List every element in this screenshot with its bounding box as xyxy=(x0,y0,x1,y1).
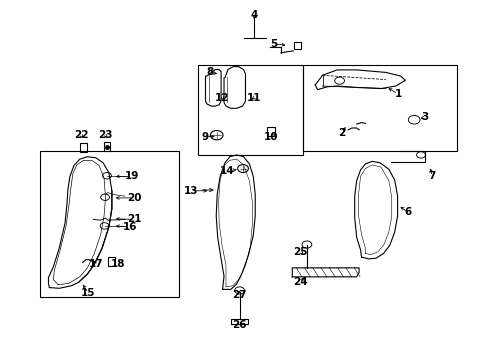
Text: 4: 4 xyxy=(250,10,257,20)
Text: 17: 17 xyxy=(88,259,103,269)
Text: 21: 21 xyxy=(127,215,142,224)
Text: 11: 11 xyxy=(246,93,261,103)
Text: 20: 20 xyxy=(127,193,142,203)
Text: 6: 6 xyxy=(404,207,410,217)
Text: 10: 10 xyxy=(264,132,278,142)
Text: 26: 26 xyxy=(232,320,246,330)
Text: 25: 25 xyxy=(293,247,307,257)
Text: 3: 3 xyxy=(421,112,427,122)
Text: 5: 5 xyxy=(269,39,277,49)
Text: 9: 9 xyxy=(202,132,209,142)
Bar xyxy=(293,41,300,49)
Text: 18: 18 xyxy=(110,259,125,269)
Text: 15: 15 xyxy=(81,288,96,298)
Text: 12: 12 xyxy=(215,93,229,103)
Text: 23: 23 xyxy=(98,130,113,140)
Text: 13: 13 xyxy=(183,186,198,196)
Bar xyxy=(40,151,178,297)
Bar xyxy=(80,143,86,152)
Text: 2: 2 xyxy=(338,129,345,138)
Bar xyxy=(108,257,115,266)
Bar xyxy=(103,142,110,151)
Text: 16: 16 xyxy=(122,222,137,231)
Text: 19: 19 xyxy=(125,171,139,181)
Text: 27: 27 xyxy=(232,290,246,300)
Text: 8: 8 xyxy=(206,67,214,77)
Bar xyxy=(198,65,303,155)
Text: 22: 22 xyxy=(74,130,88,140)
Text: 1: 1 xyxy=(394,89,401,99)
Text: 24: 24 xyxy=(293,277,307,287)
Bar xyxy=(303,65,456,151)
Bar xyxy=(267,127,275,136)
Text: 7: 7 xyxy=(427,171,435,181)
Text: 14: 14 xyxy=(220,166,234,176)
